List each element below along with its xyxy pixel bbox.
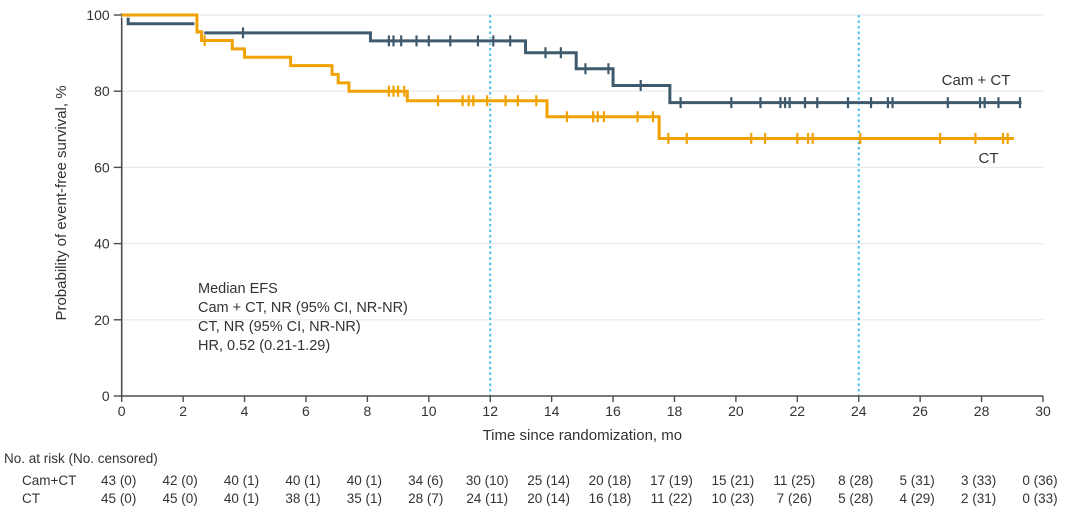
risk-value-ct-28mo: 2 (31) (961, 491, 996, 506)
x-tick-label-4: 4 (241, 403, 249, 419)
x-tick-label-24: 24 (851, 403, 867, 419)
series-line-ct (121, 13, 1014, 140)
risk-value-cam-ct-28mo: 3 (33) (961, 473, 996, 488)
risk-value-ct-18mo: 11 (22) (651, 491, 693, 506)
risk-value-ct-10mo: 28 (7) (408, 491, 443, 506)
risk-value-ct-16mo: 16 (18) (589, 491, 632, 506)
risk-value-ct-20mo: 10 (23) (712, 491, 755, 506)
risk-value-ct-24mo: 5 (28) (838, 491, 873, 506)
y-tick-label-20: 20 (94, 312, 110, 328)
annotation-line-4: HR, 0.52 (0.21-1.29) (198, 338, 330, 354)
risk-value-ct-4mo: 40 (1) (224, 491, 259, 506)
x-tick-label-28: 28 (974, 403, 990, 419)
risk-value-cam-ct-0mo: 43 (0) (101, 473, 136, 488)
x-tick-label-10: 10 (421, 403, 437, 419)
risk-value-ct-22mo: 7 (26) (777, 491, 812, 506)
y-tick-label-80: 80 (94, 83, 110, 99)
x-tick-label-8: 8 (363, 403, 371, 419)
x-tick-label-18: 18 (667, 403, 683, 419)
y-tick-label-60: 60 (94, 159, 110, 175)
risk-value-cam-ct-16mo: 20 (18) (589, 473, 632, 488)
series-label-cam-ct: Cam + CT (942, 72, 1011, 89)
risk-table-header: No. at risk (No. censored) (4, 451, 158, 466)
risk-value-cam-ct-14mo: 25 (14) (527, 473, 570, 488)
risk-value-ct-0mo: 45 (0) (101, 491, 136, 506)
y-tick-label-0: 0 (102, 388, 110, 404)
risk-value-ct-8mo: 35 (1) (347, 491, 382, 506)
risk-value-cam-ct-30mo: 0 (36) (1022, 473, 1057, 488)
risk-row-label-cam-ct: Cam+CT (22, 473, 76, 488)
risk-value-cam-ct-2mo: 42 (0) (162, 473, 197, 488)
annotation-line-1: Median EFS (198, 281, 278, 297)
y-axis-title: Probability of event-free survival, % (53, 85, 70, 320)
risk-value-cam-ct-4mo: 40 (1) (224, 473, 259, 488)
risk-value-cam-ct-24mo: 8 (28) (838, 473, 873, 488)
x-tick-label-22: 22 (790, 403, 806, 419)
risk-value-ct-14mo: 20 (14) (527, 491, 570, 506)
x-tick-label-26: 26 (912, 403, 928, 419)
risk-value-ct-6mo: 38 (1) (285, 491, 320, 506)
risk-value-cam-ct-8mo: 40 (1) (347, 473, 382, 488)
risk-value-cam-ct-12mo: 30 (10) (466, 473, 509, 488)
x-tick-label-20: 20 (728, 403, 744, 419)
risk-value-cam-ct-18mo: 17 (19) (650, 473, 693, 488)
x-tick-label-14: 14 (544, 403, 560, 419)
risk-value-ct-2mo: 45 (0) (162, 491, 197, 506)
risk-value-cam-ct-10mo: 34 (6) (408, 473, 443, 488)
risk-value-cam-ct-22mo: 11 (25) (773, 473, 815, 488)
y-tick-label-40: 40 (94, 236, 110, 252)
risk-value-cam-ct-6mo: 40 (1) (285, 473, 320, 488)
risk-value-ct-30mo: 0 (33) (1022, 491, 1057, 506)
risk-row-label-ct: CT (22, 491, 40, 506)
risk-value-ct-12mo: 24 (11) (466, 491, 508, 506)
x-tick-label-6: 6 (302, 403, 310, 419)
series-label-ct: CT (979, 150, 999, 167)
annotation-line-3: CT, NR (95% CI, NR-NR) (198, 319, 361, 335)
x-tick-label-2: 2 (179, 403, 187, 419)
x-tick-label-12: 12 (482, 403, 498, 419)
x-axis-title: Time since randomization, mo (483, 427, 683, 444)
x-tick-label-30: 30 (1035, 403, 1051, 419)
risk-value-ct-26mo: 4 (29) (900, 491, 935, 506)
x-tick-label-0: 0 (118, 403, 126, 419)
risk-value-cam-ct-26mo: 5 (31) (900, 473, 935, 488)
y-tick-label-100: 100 (86, 7, 110, 23)
risk-value-cam-ct-20mo: 15 (21) (712, 473, 755, 488)
annotation-line-2: Cam + CT, NR (95% CI, NR-NR) (198, 300, 408, 316)
x-tick-label-16: 16 (605, 403, 621, 419)
